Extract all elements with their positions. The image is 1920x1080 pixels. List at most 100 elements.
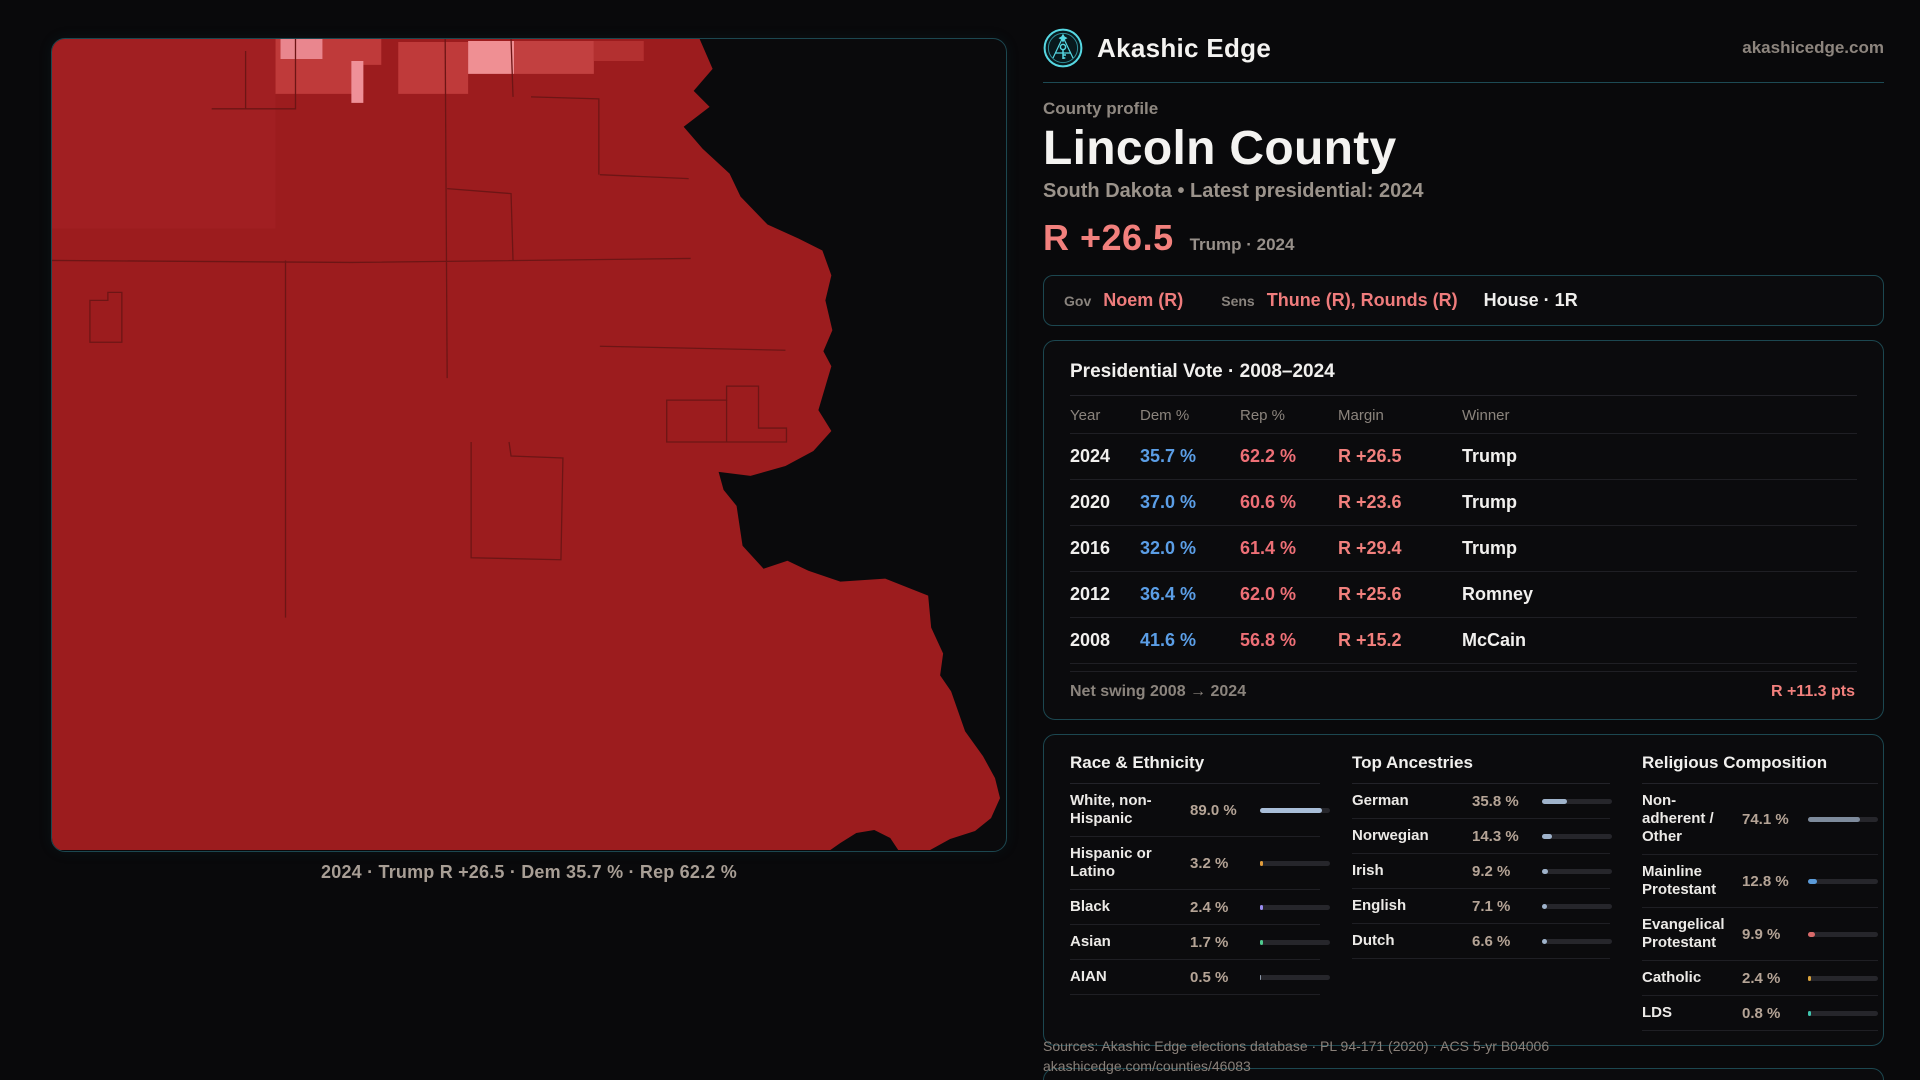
demo-value: 35.8 % [1472, 792, 1519, 810]
demographics-panel: Race & Ethnicity White, non-Hispanic 89.0… [1043, 734, 1884, 1047]
demo-value: 12.8 % [1742, 872, 1789, 890]
pres-cell-year: 2008 [1070, 617, 1140, 665]
pres-table-row: 2020 37.0 % 60.6 % R +23.6 Trump [1070, 479, 1857, 527]
pres-cell-winner: Trump [1462, 433, 1857, 481]
demo-bar-fill [1808, 931, 1815, 937]
demo-bar-fill [1542, 868, 1549, 874]
county-profile-eyebrow: County profile [1043, 99, 1159, 118]
race-ethnicity-rows: White, non-Hispanic 89.0 % Hispanic or Lat… [1070, 784, 1330, 996]
demo-row: Asian 1.7 % [1070, 925, 1330, 961]
pres-cell-dem: 37.0 % [1140, 479, 1240, 527]
pres-cell-dem: 36.4 % [1140, 571, 1240, 619]
demo-bar-fill [1260, 807, 1323, 813]
demo-value: 9.2 % [1472, 862, 1511, 880]
demo-bar-fill [1542, 938, 1547, 944]
demo-bar-fill [1260, 939, 1263, 945]
demo-label: Hispanic or Latino [1070, 845, 1152, 881]
house-delegation: House · 1R [1483, 290, 1578, 311]
demo-bar-fill [1808, 816, 1860, 822]
top-ancestries-rows: German 35.8 % Norwegian 14.3 % Irish 9.2 % Eng… [1352, 784, 1612, 960]
sources-permalink[interactable]: akashicedge.com/counties/46083 [1043, 1058, 1251, 1075]
demo-bar-track [1808, 975, 1878, 981]
demo-row: AIAN 0.5 % [1070, 960, 1330, 996]
demo-bar-track [1542, 868, 1612, 874]
pres-table-body: 2024 35.7 % 62.2 % R +26.5 Trump 2020 37.0 % 60… [1070, 433, 1857, 665]
column-header: Year [1070, 396, 1140, 435]
demo-value: 74.1 % [1742, 810, 1789, 828]
demo-value: 14.3 % [1472, 827, 1519, 845]
column-header: Margin [1338, 396, 1462, 435]
demo-row: German 35.8 % [1352, 784, 1612, 820]
pres-cell-margin: R +29.4 [1338, 525, 1462, 573]
pres-cell-winner: Romney [1462, 571, 1857, 619]
demo-label: Black [1070, 898, 1111, 916]
brand-domain-link[interactable]: akashicedge.com [1742, 38, 1884, 57]
demo-bar-fill [1542, 903, 1547, 909]
demo-value: 3.2 % [1190, 854, 1229, 872]
profile-column: Akashic Edge akashicedge.com County prof… [1043, 28, 1884, 1080]
demo-row: LDS 0.8 % [1642, 996, 1878, 1032]
net-swing-value: R +11.3 pts [1770, 683, 1855, 701]
pres-table-row: 2008 41.6 % 56.8 % R +15.2 McCain [1070, 617, 1857, 665]
demo-value: 89.0 % [1190, 801, 1237, 819]
pres-cell-rep: 56.8 % [1240, 617, 1338, 665]
demo-row: Black 2.4 % [1070, 890, 1330, 926]
pres-cell-winner: Trump [1462, 479, 1857, 527]
pres-table-row: 2024 35.7 % 62.2 % R +26.5 Trump [1070, 433, 1857, 481]
demo-label: Norwegian [1352, 827, 1429, 845]
governor-label: Gov [1064, 293, 1092, 310]
demo-label: Mainline Protestant [1642, 863, 1717, 899]
demo-bar-track [1542, 798, 1612, 804]
governor-name: Noem (R) [1103, 290, 1184, 311]
akashic-edge-logo-icon [1043, 28, 1083, 68]
demo-bar-track [1542, 833, 1612, 839]
demo-label: English [1352, 897, 1407, 915]
senators-names: Thune (R), Rounds (R) [1266, 290, 1458, 311]
pres-cell-dem: 41.6 % [1140, 617, 1240, 665]
demo-label: Irish [1352, 862, 1384, 880]
demo-value: 0.5 % [1190, 968, 1229, 986]
demo-value: 2.4 % [1190, 898, 1229, 916]
sources-line: Sources: Akashic Edge elections database… [1043, 1038, 1550, 1055]
county-name-title: Lincoln County [1043, 122, 1397, 175]
pres-cell-rep: 60.6 % [1240, 479, 1338, 527]
brand-header: Akashic Edge akashicedge.com [1043, 28, 1884, 83]
pres-cell-winner: McCain [1462, 617, 1857, 665]
pres-cell-year: 2024 [1070, 433, 1140, 481]
demo-bar-fill [1808, 975, 1811, 981]
demo-bar-track [1260, 939, 1330, 945]
demo-label: Evangelical Protestant [1642, 916, 1725, 952]
demo-label: Non-adherent / Other [1642, 792, 1714, 846]
senators-label: Sens [1221, 293, 1255, 310]
demo-label: Catholic [1642, 969, 1702, 987]
demo-bar-fill [1260, 860, 1263, 866]
demo-label: White, non-Hispanic [1070, 792, 1152, 828]
demo-value: 7.1 % [1472, 897, 1511, 915]
demo-label: Asian [1070, 933, 1111, 951]
presidential-vote-table: Year Dem % Rep % Margin Winner 2024 35.7 % 62.… [1070, 396, 1857, 665]
pres-cell-dem: 35.7 % [1140, 433, 1240, 481]
top-ancestries-title: Top Ancestries [1352, 753, 1610, 785]
map-caption: 2024 · Trump R +26.5 · Dem 35.7 % · Rep … [321, 862, 737, 882]
table-header-row: Year Dem % Rep % Margin Winner [1070, 396, 1857, 435]
county-shape [52, 39, 1001, 851]
demo-bar-track [1260, 860, 1330, 866]
demo-bar-fill [1542, 798, 1568, 804]
column-header: Winner [1462, 396, 1857, 435]
demo-bar-track [1260, 974, 1330, 980]
demo-row: White, non-Hispanic 89.0 % [1070, 784, 1330, 838]
demo-row: Catholic 2.4 % [1642, 961, 1878, 997]
presidential-vote-panel: Presidential Vote · 2008–2024 Year Dem % R… [1043, 340, 1884, 721]
precinct-map-panel [51, 38, 1007, 852]
demo-value: 9.9 % [1742, 925, 1781, 943]
demo-row: Dutch 6.6 % [1352, 924, 1612, 960]
pres-table-row: 2012 36.4 % 62.0 % R +25.6 Romney [1070, 571, 1857, 619]
county-precinct-map[interactable] [52, 39, 1006, 851]
pres-cell-margin: R +26.5 [1338, 433, 1462, 481]
pres-cell-margin: R +25.6 [1338, 571, 1462, 619]
demo-value: 2.4 % [1742, 969, 1781, 987]
pres-cell-year: 2016 [1070, 525, 1140, 573]
demo-bar-fill [1542, 833, 1552, 839]
demo-row: English 7.1 % [1352, 889, 1612, 925]
race-ethnicity-title: Race & Ethnicity [1070, 753, 1320, 785]
